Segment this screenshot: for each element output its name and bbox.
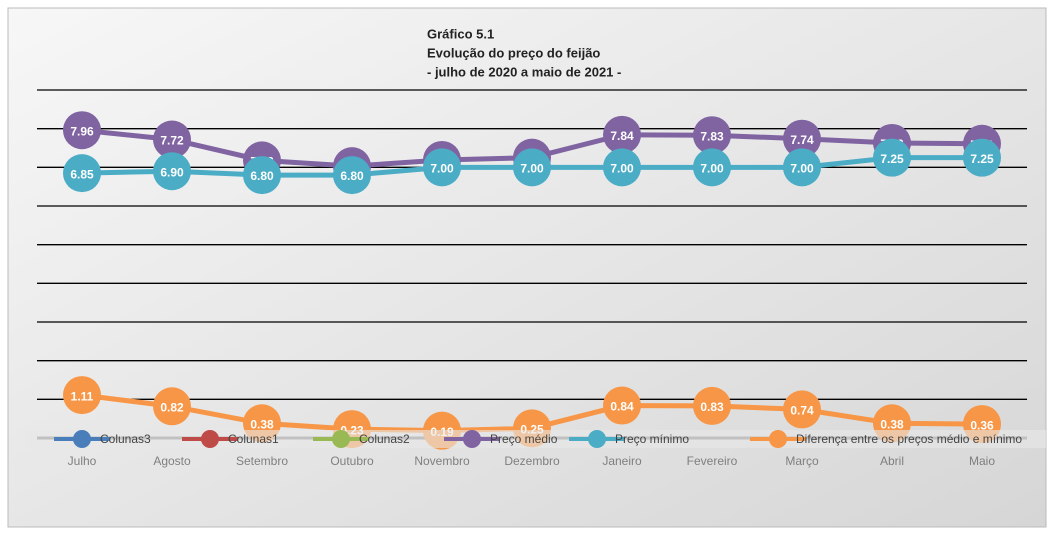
data-label: 6.80 — [340, 169, 364, 183]
marker — [153, 152, 191, 191]
x-tick-label: Fevereiro — [687, 454, 738, 468]
data-label: 6.85 — [70, 167, 94, 181]
x-tick-label: Maio — [969, 454, 995, 468]
data-label: 6.90 — [160, 165, 184, 179]
marker — [783, 148, 821, 187]
data-label: 7.25 — [880, 152, 904, 166]
data-label: 7.74 — [790, 133, 814, 147]
legend-marker — [588, 430, 606, 448]
legend-marker — [201, 430, 219, 448]
x-tick-label: Janeiro — [602, 454, 642, 468]
marker — [63, 376, 101, 415]
legend-marker — [463, 430, 481, 448]
data-label: 0.84 — [610, 400, 634, 414]
data-label: 6.80 — [250, 169, 274, 183]
data-label: 7.25 — [970, 152, 994, 166]
legend-label: Preço médio — [490, 432, 558, 446]
data-label: 7.00 — [700, 162, 724, 176]
marker — [783, 390, 821, 429]
data-label: 0.82 — [160, 400, 184, 414]
legend-label: Colunas1 — [228, 432, 279, 446]
marker — [693, 148, 731, 187]
marker — [873, 138, 911, 177]
marker — [603, 115, 641, 154]
chart-title: - julho de 2020 a maio de 2021 - — [427, 64, 621, 79]
data-label: 7.72 — [160, 134, 184, 148]
marker — [243, 156, 281, 195]
x-tick-label: Novembro — [414, 454, 470, 468]
marker — [153, 387, 191, 426]
marker — [513, 148, 551, 187]
marker — [63, 154, 101, 193]
chart-area — [7, 7, 1047, 528]
data-label: 0.38 — [250, 417, 274, 431]
data-label: 0.74 — [790, 404, 814, 418]
data-label: 7.84 — [610, 129, 634, 143]
legend-marker — [769, 430, 787, 448]
data-label: 1.11 — [71, 389, 94, 403]
data-label: 7.00 — [790, 162, 814, 176]
marker — [783, 119, 821, 158]
x-tick-label: Julho — [68, 454, 97, 468]
x-tick-label: Dezembro — [504, 454, 560, 468]
data-label: 0.83 — [700, 400, 724, 414]
data-label: 7.83 — [700, 129, 724, 143]
data-label: 0.38 — [880, 417, 904, 431]
data-label: 0.36 — [970, 418, 994, 432]
legend-box — [25, 430, 1046, 448]
x-tick-label: Agosto — [153, 454, 191, 468]
data-label: 7.00 — [430, 162, 454, 176]
x-tick-label: Outubro — [330, 454, 374, 468]
x-tick-label: Abril — [880, 454, 904, 468]
data-label: 7.00 — [610, 162, 634, 176]
marker — [333, 156, 371, 195]
data-label: 7.00 — [520, 162, 544, 176]
x-tick-label: Setembro — [236, 454, 288, 468]
legend-marker — [73, 430, 91, 448]
legend-label: Colunas2 — [359, 432, 410, 446]
marker — [963, 138, 1001, 177]
marker — [693, 116, 731, 155]
marker — [693, 386, 731, 425]
legend-label: Preço mínimo — [615, 432, 689, 446]
marker — [423, 148, 461, 187]
marker — [603, 386, 641, 425]
marker — [153, 120, 191, 159]
legend-label: Colunas3 — [100, 432, 151, 446]
chart-title: Gráfico 5.1 — [427, 26, 494, 41]
legend-marker — [332, 430, 350, 448]
chart-title: Evolução do preço do feijão — [427, 45, 600, 60]
marker — [63, 111, 101, 150]
x-tick-label: Março — [785, 454, 819, 468]
marker — [603, 148, 641, 187]
data-label: 7.96 — [70, 124, 94, 138]
legend-label: Diferença entre os preços médio e mínimo — [796, 432, 1022, 446]
